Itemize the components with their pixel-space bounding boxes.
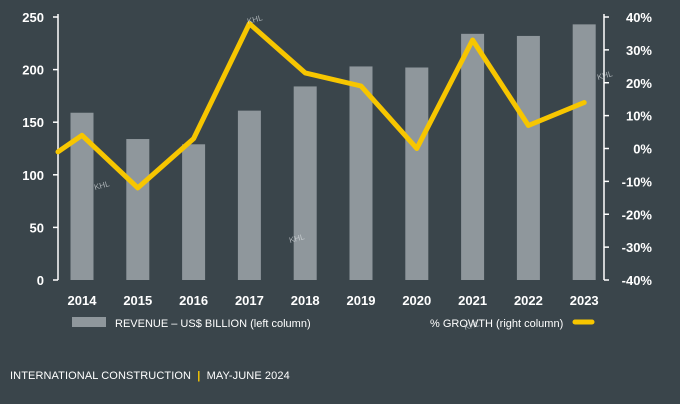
footer: INTERNATIONAL CONSTRUCTION | MAY-JUNE 20… [10,370,290,382]
legend: REVENUE – US$ BILLION (left column) % GRO… [72,317,595,330]
revenue-bar [293,86,317,280]
x-tick-label: 2023 [570,293,599,308]
growth-point [472,39,474,41]
publication-name: INTERNATIONAL CONSTRUCTION [10,370,192,382]
footer-separator: | [197,370,201,382]
growth-point [416,148,418,149]
x-tick-label: 2016 [179,293,208,308]
axes: 0 50 100 150 200 250 -40% -30% -20% -10% 0% 10% 20% 3… [22,10,652,288]
watermarks: KHL KHL KHL KHL KHL [93,13,614,332]
growth-point [304,72,306,74]
right-tick-label: -20% [622,207,653,222]
growth-point [583,101,585,103]
growth-point [248,23,250,25]
growth-point [527,124,529,126]
revenue-bar [70,112,94,281]
x-tick-label: 2022 [514,293,543,308]
revenue-bars [70,24,596,281]
x-tick-label: 2017 [235,293,264,308]
khl-watermark: KHL [246,13,264,26]
right-tick-label: -40% [622,273,653,288]
growth-line-group [55,21,587,191]
revenue-bar [405,67,429,280]
left-tick-label: 50 [30,220,44,235]
left-tick-label: 250 [22,10,44,25]
right-tick-label: 40% [626,10,652,25]
revenue-bar [126,139,150,280]
right-tick-label: -30% [622,240,653,255]
khl-watermark: KHL [93,179,111,192]
legend-bar-label: REVENUE – US$ BILLION (left column) [115,318,311,330]
issue-date: MAY-JUNE 2024 [206,370,290,382]
x-tick-label: 2019 [347,293,376,308]
right-tick-label: -10% [622,174,653,189]
khl-watermark: KHL [596,69,614,82]
revenue-bar [237,110,261,281]
left-tick-label: 0 [37,273,44,288]
legend-line-label: % GROWTH (right column) [430,318,563,330]
right-tick-label: 30% [626,43,652,58]
legend-bar-swatch [72,317,106,327]
x-tick-label: 2018 [291,293,320,308]
growth-point [81,134,83,136]
x-axis-labels: 2014 2015 2016 2017 2018 2019 2020 2021 2022 2023 [68,293,599,308]
growth-point [193,138,195,140]
left-tick-label: 200 [22,63,44,78]
left-tick-label: 100 [22,168,44,183]
x-tick-label: 2020 [402,293,431,308]
x-tick-label: 2015 [123,293,152,308]
khl-watermark: KHL [288,232,306,245]
x-tick-label: 2014 [68,293,98,308]
left-tick-label: 150 [22,115,44,130]
growth-point [360,85,362,87]
right-tick-label: 20% [626,76,652,91]
x-tick-label: 2021 [458,293,487,308]
revenue-bar [182,144,206,280]
revenue-bar [572,24,596,281]
khl-watermark: KHL [463,319,481,332]
right-tick-label: 0% [633,142,652,157]
revenue-bar [516,35,540,280]
growth-point [137,187,139,189]
revenue-bar [461,33,485,280]
right-tick-label: 10% [626,109,652,124]
revenue-bar [349,66,373,280]
